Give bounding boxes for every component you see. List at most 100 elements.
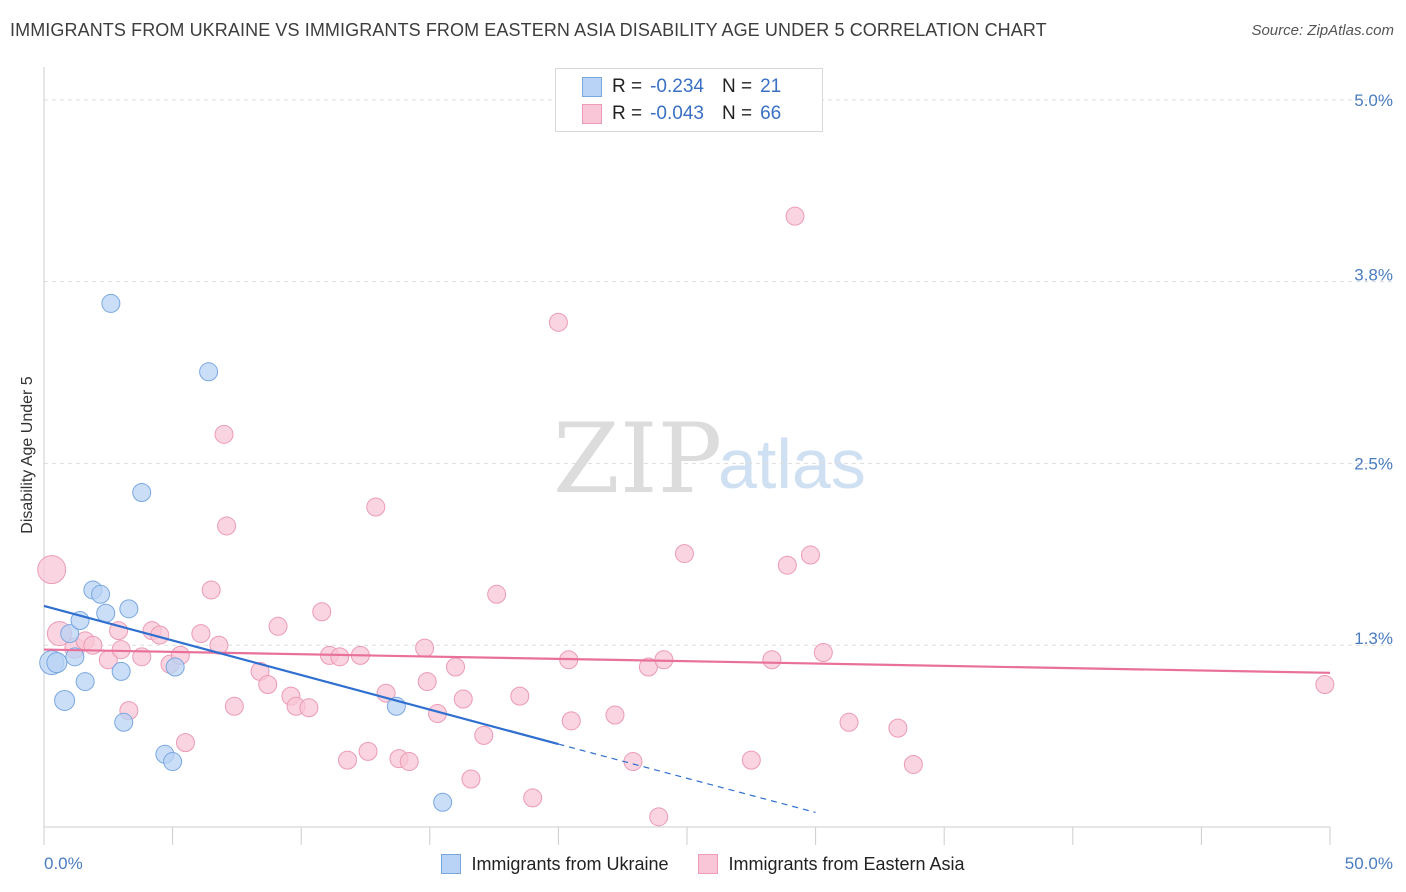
trend-line-ukraine — [43, 604, 559, 746]
data-point — [201, 580, 221, 600]
data-point — [523, 788, 543, 808]
data-point — [65, 647, 85, 667]
data-point — [132, 482, 152, 502]
r-value: -0.234 — [650, 76, 704, 97]
tick-labels: 1.3% 2.5% 3.8% 5.0% 0.0% 50.0% — [44, 91, 1393, 873]
axes — [43, 67, 1331, 845]
legend-row-ukraine: R = -0.234 N = 21 — [556, 73, 781, 101]
data-point — [649, 807, 669, 827]
legend-label-eastern-asia: Immigrants from Eastern Asia — [728, 853, 965, 874]
data-point — [674, 544, 694, 564]
legend-label-ukraine: Immigrants from Ukraine — [471, 853, 669, 874]
data-point — [299, 698, 319, 718]
data-point — [800, 545, 820, 565]
ukraine-swatch — [582, 77, 602, 97]
series-legend: Immigrants from Ukraine Immigrants from … — [0, 851, 1406, 877]
data-point — [60, 624, 80, 644]
data-point — [433, 792, 453, 812]
data-point — [510, 686, 530, 706]
y-tick-label: 5.0% — [1354, 91, 1393, 110]
data-point — [417, 672, 437, 692]
eastern-asia-swatch — [698, 854, 719, 874]
data-point — [91, 584, 111, 604]
series-ukraine — [39, 293, 453, 812]
data-point — [399, 752, 419, 772]
data-point — [903, 754, 923, 774]
data-point — [101, 293, 121, 313]
trend-lines — [43, 604, 1331, 814]
watermark-atlas: atlas — [718, 425, 866, 503]
legend-item-eastern-asia[interactable]: Immigrants from Eastern Asia — [698, 853, 965, 875]
data-point — [111, 640, 131, 660]
legend-row-eastern-asia: R = -0.043 N = 66 — [556, 100, 781, 128]
r-label: R = — [612, 76, 643, 97]
x-tick-label: 50.0% — [1345, 854, 1393, 873]
r-value: -0.043 — [650, 103, 704, 124]
data-point — [638, 657, 658, 677]
data-point — [813, 642, 833, 662]
data-point — [312, 602, 332, 622]
data-point — [839, 712, 859, 732]
chart-title: IMMIGRANTS FROM UKRAINE VS IMMIGRANTS FR… — [10, 20, 1047, 40]
data-point — [175, 733, 195, 753]
data-point — [75, 672, 95, 692]
data-point — [337, 750, 357, 770]
data-point — [119, 599, 139, 619]
data-point — [474, 725, 494, 745]
data-point — [487, 584, 507, 604]
data-point — [461, 769, 481, 789]
data-point — [561, 711, 581, 731]
r-label: R = — [612, 103, 643, 124]
data-point — [214, 424, 234, 444]
data-point — [762, 650, 782, 670]
data-point — [46, 652, 68, 674]
data-point — [209, 635, 229, 655]
data-point — [96, 603, 116, 623]
data-point — [366, 497, 386, 517]
data-point — [446, 657, 466, 677]
data-point — [111, 661, 131, 681]
data-point — [415, 638, 435, 658]
data-point — [224, 696, 244, 716]
x-tick-label: 0.0% — [44, 854, 83, 873]
n-value: 21 — [760, 76, 782, 97]
data-point — [163, 752, 183, 772]
gridlines — [44, 99, 1395, 646]
n-value: 66 — [760, 103, 782, 124]
y-tick-label: 2.5% — [1354, 454, 1393, 473]
n-label: N = — [721, 103, 753, 124]
data-point — [191, 624, 211, 644]
data-point — [785, 206, 805, 226]
legend-item-ukraine[interactable]: Immigrants from Ukraine — [441, 854, 668, 875]
data-point — [605, 705, 625, 725]
data-point — [1315, 674, 1335, 694]
data-point — [37, 555, 67, 585]
trend-line-eastern-asia — [43, 648, 1331, 674]
data-point — [888, 718, 908, 738]
data-point — [114, 712, 134, 732]
data-point — [453, 689, 473, 709]
y-tick-label: 3.8% — [1354, 265, 1393, 284]
n-label: N = — [721, 76, 753, 97]
source-credit: Source: ZipAtlas.com — [1251, 22, 1394, 39]
trend-extension-ukraine — [558, 743, 816, 814]
y-tick-label: 1.3% — [1354, 629, 1393, 648]
correlation-legend: R = -0.234 N = 21 R = -0.043 N = 66 — [555, 68, 823, 132]
eastern-asia-swatch — [582, 104, 602, 124]
data-point — [741, 750, 761, 770]
series-eastern-asia — [37, 206, 1335, 827]
ukraine-swatch — [441, 854, 462, 874]
data-point — [268, 616, 288, 636]
data-point — [623, 752, 643, 772]
data-point — [199, 362, 219, 382]
watermark-zip: ZIP — [553, 403, 722, 515]
data-point — [165, 657, 185, 677]
data-point — [217, 516, 237, 536]
data-point — [330, 647, 350, 667]
data-point — [258, 674, 278, 694]
data-point — [54, 689, 76, 711]
watermark: ZIP atlas — [553, 403, 866, 515]
data-point — [548, 312, 568, 332]
data-point — [777, 555, 797, 575]
